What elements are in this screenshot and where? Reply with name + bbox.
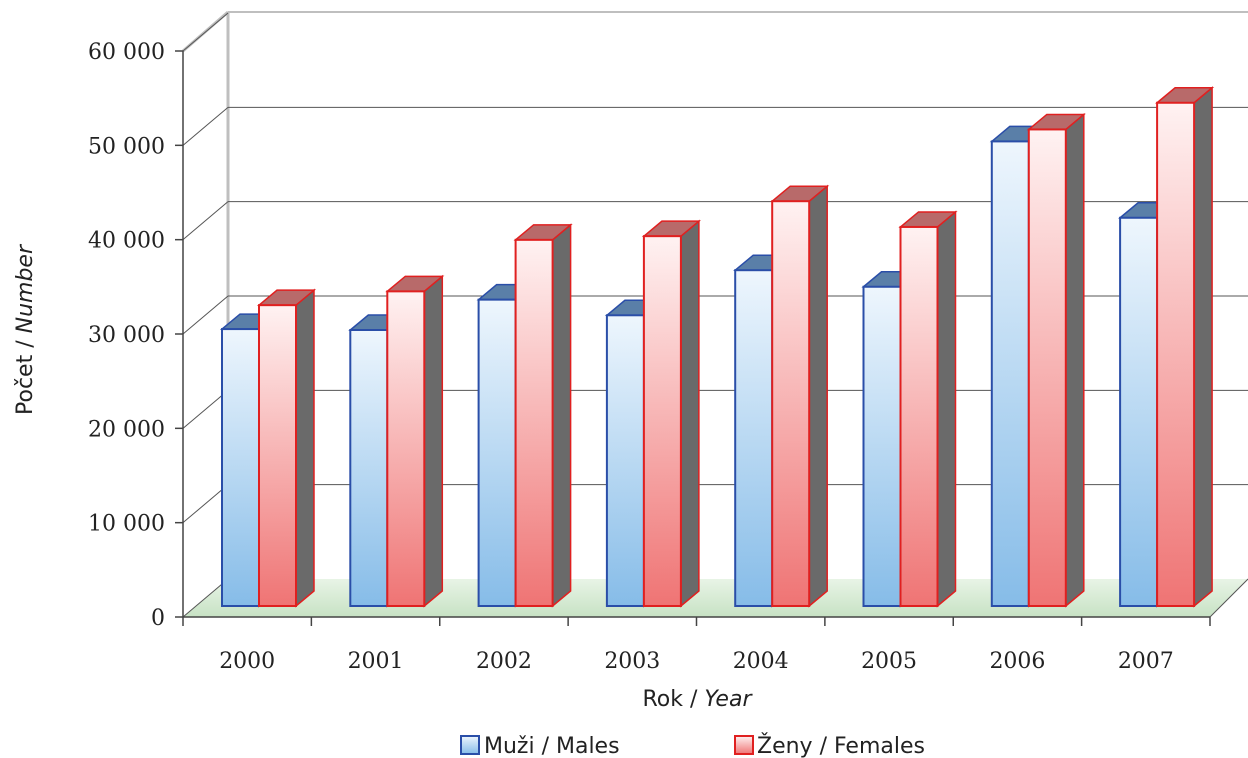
bar-females-2003 bbox=[641, 219, 701, 608]
bar-side-females bbox=[295, 288, 315, 608]
y-tick-label: 60 000 bbox=[88, 40, 165, 65]
y-tick-label: 0 bbox=[151, 606, 165, 631]
bars-group bbox=[219, 86, 1215, 608]
chart-floor bbox=[182, 578, 1248, 618]
gridlines bbox=[182, 12, 1248, 524]
gridline-side bbox=[182, 106, 229, 146]
bar-front-males bbox=[349, 329, 389, 607]
bar-front-males bbox=[990, 140, 1030, 607]
x-tick-label: 2006 bbox=[989, 649, 1045, 674]
bar-females-2004 bbox=[770, 184, 830, 608]
bar-front-males bbox=[605, 314, 645, 607]
bar-front-females bbox=[771, 200, 811, 607]
y-axis-title-italic: Number bbox=[13, 243, 38, 333]
bar-front-females bbox=[1027, 128, 1067, 607]
bar-front-females bbox=[258, 304, 297, 607]
gridline-side bbox=[182, 484, 229, 524]
legend-item-males: Muži / Males bbox=[460, 734, 620, 758]
floor-right-edge bbox=[1209, 578, 1248, 618]
bar-front-females bbox=[514, 238, 554, 607]
gridline-side bbox=[182, 389, 229, 429]
bar-front-females bbox=[386, 290, 426, 607]
bar-front-males bbox=[1119, 216, 1159, 607]
gridline-side bbox=[182, 201, 229, 241]
x-axis-title: Rok / Year bbox=[643, 687, 754, 712]
bar-side-females bbox=[423, 274, 444, 608]
y-tick-label: 50 000 bbox=[88, 134, 165, 159]
bar-females-2006 bbox=[1026, 112, 1086, 608]
y-axis-title: Počet / Number bbox=[13, 243, 38, 415]
axes-group bbox=[175, 50, 1211, 626]
bar-front-females bbox=[899, 225, 939, 608]
bar-front-males bbox=[862, 285, 902, 607]
floor-left-edge bbox=[182, 578, 229, 618]
x-tick-label: 2003 bbox=[604, 649, 660, 674]
x-tick-label: 2004 bbox=[733, 649, 789, 674]
bar-front-females bbox=[1156, 101, 1196, 607]
x-tick-label: 2002 bbox=[476, 649, 532, 674]
x-tick-label: 2000 bbox=[219, 649, 275, 674]
legend-item-females: Ženy / Females bbox=[734, 733, 925, 758]
legend-swatch-females bbox=[734, 735, 754, 755]
floor-plane bbox=[183, 579, 1248, 617]
y-axis-title-main: Počet / bbox=[13, 333, 38, 415]
x-tick-label: 2007 bbox=[1118, 649, 1174, 674]
bar-side-females bbox=[1193, 86, 1213, 608]
y-tick-label: 20 000 bbox=[88, 417, 165, 442]
gridline-side bbox=[182, 295, 229, 335]
x-tick-label: 2001 bbox=[348, 649, 404, 674]
legend-label-females: Ženy / Females bbox=[757, 733, 925, 758]
bar-females-2000 bbox=[256, 288, 317, 608]
bar-females-2005 bbox=[898, 210, 958, 608]
x-axis-title-italic: Year bbox=[704, 687, 753, 712]
legend-swatch-males bbox=[460, 735, 480, 755]
x-tick-labels: 2000 2001 2002 2003 2004 2005 2006 2007 bbox=[219, 649, 1174, 674]
y-tick-label: 10 000 bbox=[88, 512, 165, 537]
bar-front-females bbox=[642, 235, 682, 607]
x-tick-label: 2005 bbox=[861, 649, 917, 674]
bar-side-females bbox=[936, 210, 957, 608]
x-axis-title-main: Rok / bbox=[643, 687, 705, 712]
bar-females-2007 bbox=[1155, 86, 1215, 608]
bar-side-females bbox=[680, 219, 700, 608]
gridline-side bbox=[182, 12, 229, 52]
bar-side-females bbox=[1065, 112, 1085, 608]
legend-label-males: Muži / Males bbox=[484, 734, 620, 758]
bar-side-females bbox=[551, 223, 572, 608]
bar-females-2002 bbox=[513, 223, 573, 608]
y-tick-labels: 0 10 000 20 000 30 000 40 000 50 000 60 000 bbox=[88, 40, 165, 631]
bar-front-males bbox=[221, 328, 260, 607]
bar-front-males bbox=[477, 298, 517, 607]
y-tick-label: 30 000 bbox=[88, 323, 165, 348]
legend: Muži / Males Ženy / Females bbox=[460, 733, 925, 758]
bar-front-males bbox=[734, 269, 774, 607]
y-tick-label: 40 000 bbox=[88, 229, 165, 254]
bar-side-females bbox=[808, 184, 828, 608]
bar-females-2001 bbox=[385, 274, 445, 608]
